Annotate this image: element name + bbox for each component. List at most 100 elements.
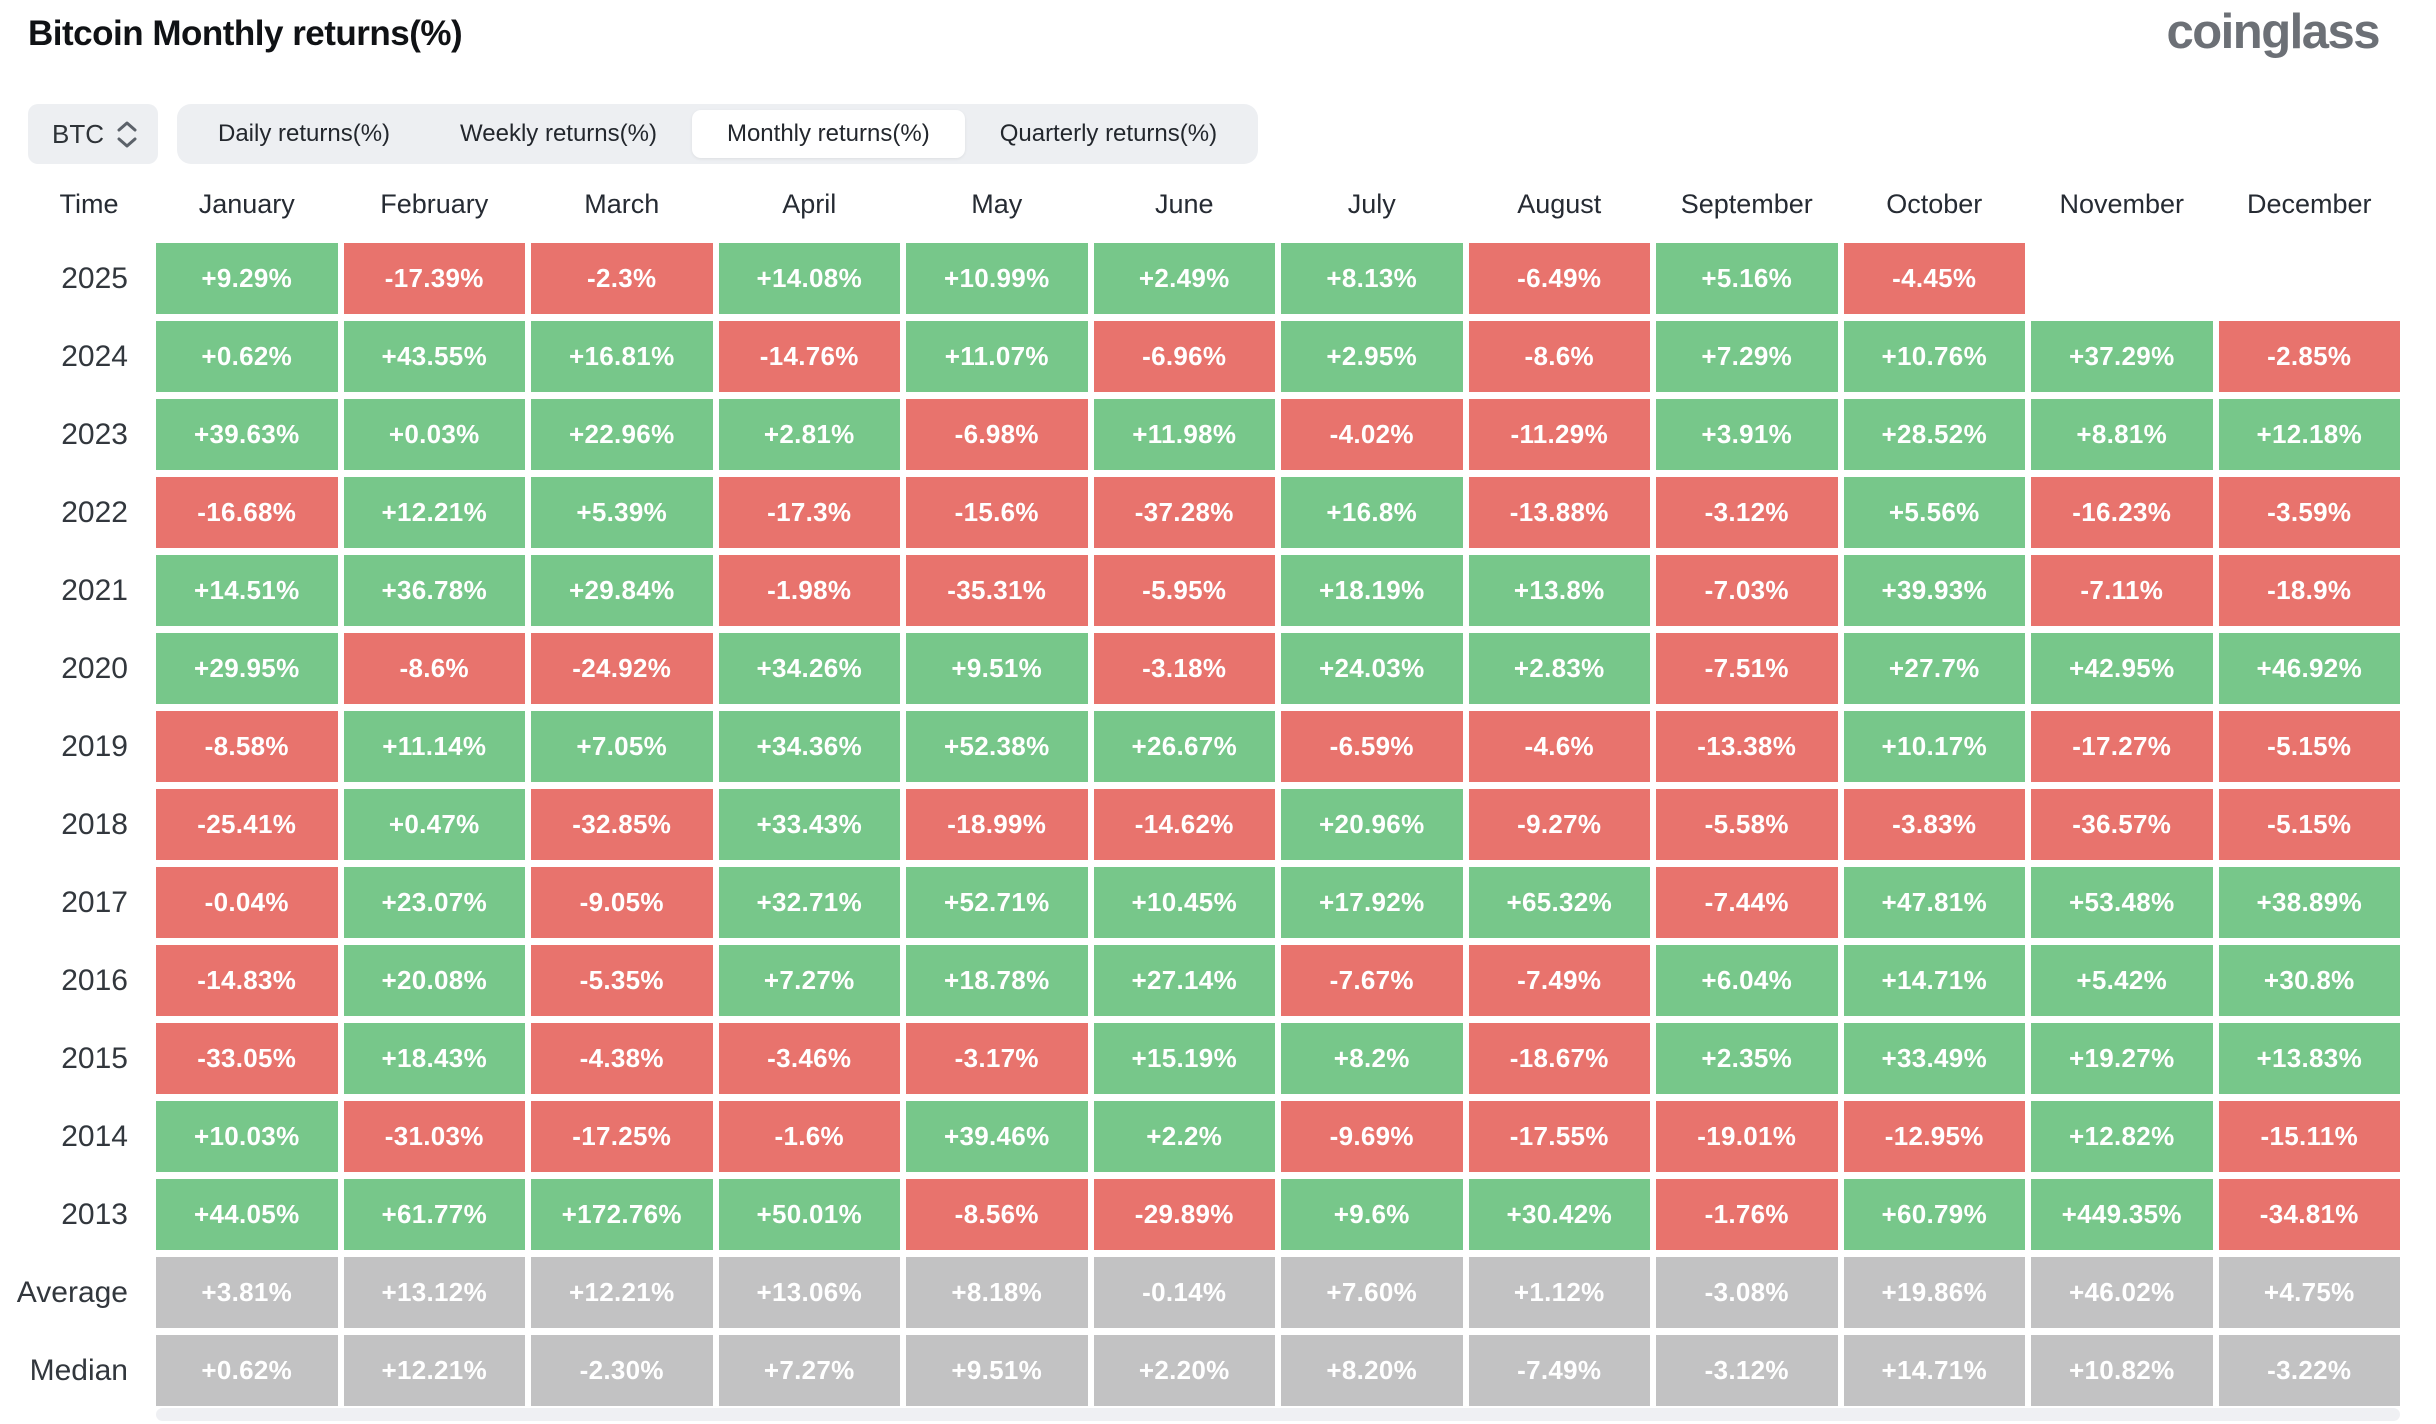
- symbol-select[interactable]: BTC: [28, 104, 158, 164]
- return-cell: +29.84%: [531, 555, 713, 626]
- return-cell: +9.51%: [906, 633, 1088, 704]
- return-cell: +30.42%: [1468, 1179, 1650, 1250]
- return-cell: -1.6%: [718, 1101, 900, 1172]
- return-cell: -0.04%: [156, 867, 338, 938]
- column-header-march: March: [584, 188, 660, 219]
- return-cell: +32.71%: [718, 867, 900, 938]
- return-cell: -25.41%: [156, 789, 338, 860]
- return-cell: +2.20%: [1093, 1335, 1275, 1406]
- return-cell: +14.71%: [1843, 1335, 2025, 1406]
- return-cell: +12.82%: [2031, 1101, 2213, 1172]
- return-cell: +13.83%: [2218, 1023, 2400, 1094]
- return-cell: +44.05%: [156, 1179, 338, 1250]
- return-cell: +7.27%: [718, 1335, 900, 1406]
- return-cell: -9.05%: [531, 867, 713, 938]
- return-cell: +27.7%: [1843, 633, 2025, 704]
- row-label-2023: 2023: [61, 417, 128, 451]
- return-cell: -31.03%: [343, 1101, 525, 1172]
- return-cell: -8.6%: [1468, 321, 1650, 392]
- row-label-median: Median: [29, 1353, 128, 1387]
- column-header-may: May: [971, 188, 1023, 219]
- column-header-november: November: [2059, 188, 2185, 219]
- return-cell: -3.83%: [1843, 789, 2025, 860]
- return-cell: -5.15%: [2218, 711, 2400, 782]
- return-cell: -17.3%: [718, 477, 900, 548]
- tab-quarterly-returns[interactable]: Quarterly returns(%): [999, 120, 1218, 147]
- return-cell: +17.92%: [1281, 867, 1463, 938]
- return-cell: +16.8%: [1281, 477, 1463, 548]
- return-cell: +18.19%: [1281, 555, 1463, 626]
- return-cell: +10.76%: [1843, 321, 2025, 392]
- row-label-2025: 2025: [61, 261, 128, 295]
- return-cell: +27.14%: [1093, 945, 1275, 1016]
- row-label-2015: 2015: [61, 1041, 128, 1075]
- return-cell: +5.39%: [531, 477, 713, 548]
- return-cell: -4.38%: [531, 1023, 713, 1094]
- return-cell: +5.42%: [2031, 945, 2213, 1016]
- column-header-october: October: [1886, 188, 1983, 219]
- return-cell: +23.07%: [343, 867, 525, 938]
- return-cell: -7.67%: [1281, 945, 1463, 1016]
- tab-weekly-returns[interactable]: Weekly returns(%): [460, 120, 657, 147]
- return-cell: +38.89%: [2218, 867, 2400, 938]
- return-cell: +8.13%: [1281, 243, 1463, 314]
- return-cell: +13.8%: [1468, 555, 1650, 626]
- return-cell: +12.21%: [343, 1335, 525, 1406]
- return-cell: +18.43%: [343, 1023, 525, 1094]
- return-cell: +11.07%: [906, 321, 1088, 392]
- return-cell: -0.14%: [1093, 1257, 1275, 1328]
- return-cell: -15.11%: [2218, 1101, 2400, 1172]
- return-cell: +37.29%: [2031, 321, 2213, 392]
- return-cell: +7.05%: [531, 711, 713, 782]
- return-cell: +8.2%: [1281, 1023, 1463, 1094]
- return-cell: +4.75%: [2218, 1257, 2400, 1328]
- return-cell: -7.51%: [1656, 633, 1838, 704]
- return-cell: -3.12%: [1656, 477, 1838, 548]
- tab-daily-returns[interactable]: Daily returns(%): [218, 120, 391, 147]
- return-cell: +9.51%: [906, 1335, 1088, 1406]
- return-cell: -18.67%: [1468, 1023, 1650, 1094]
- return-cell: -14.76%: [718, 321, 900, 392]
- return-cell: -32.85%: [531, 789, 713, 860]
- return-cell: +43.55%: [343, 321, 525, 392]
- return-cell: +16.81%: [531, 321, 713, 392]
- return-cell: +18.78%: [906, 945, 1088, 1016]
- return-cell: +10.99%: [906, 243, 1088, 314]
- return-cell: +7.60%: [1281, 1257, 1463, 1328]
- row-label-2018: 2018: [61, 807, 128, 841]
- sort-arrows-icon: [116, 120, 138, 149]
- return-cell: +14.71%: [1843, 945, 2025, 1016]
- return-cell: -16.68%: [156, 477, 338, 548]
- return-cell: -5.35%: [531, 945, 713, 1016]
- tab-monthly-returns[interactable]: Monthly returns(%): [691, 110, 965, 158]
- return-cell: -9.27%: [1468, 789, 1650, 860]
- return-cell: -7.49%: [1468, 1335, 1650, 1406]
- row-label-2024: 2024: [61, 339, 128, 373]
- return-cell: -34.81%: [2218, 1179, 2400, 1250]
- return-cell: -8.6%: [343, 633, 525, 704]
- return-cell: -7.49%: [1468, 945, 1650, 1016]
- return-cell: +12.21%: [531, 1257, 713, 1328]
- return-cell: +28.52%: [1843, 399, 2025, 470]
- return-cell: -3.12%: [1656, 1335, 1838, 1406]
- return-cell: +3.81%: [156, 1257, 338, 1328]
- return-cell: -13.38%: [1656, 711, 1838, 782]
- return-cell: +34.36%: [718, 711, 900, 782]
- return-cell: +9.6%: [1281, 1179, 1463, 1250]
- return-cell: +36.78%: [343, 555, 525, 626]
- return-cell: +53.48%: [2031, 867, 2213, 938]
- column-header-january: January: [198, 188, 295, 219]
- return-cell: +11.14%: [343, 711, 525, 782]
- return-cell: +3.91%: [1656, 399, 1838, 470]
- return-cell: -8.56%: [906, 1179, 1088, 1250]
- return-cell: -17.39%: [343, 243, 525, 314]
- return-cell: +60.79%: [1843, 1179, 2025, 1250]
- return-cell: +33.43%: [718, 789, 900, 860]
- return-cell: -7.44%: [1656, 867, 1838, 938]
- return-cell: +449.35%: [2031, 1179, 2213, 1250]
- horizontal-scrollbar[interactable]: [156, 1408, 2400, 1421]
- return-cell: +10.17%: [1843, 711, 2025, 782]
- return-cell: -11.29%: [1468, 399, 1650, 470]
- return-cell: +39.46%: [906, 1101, 1088, 1172]
